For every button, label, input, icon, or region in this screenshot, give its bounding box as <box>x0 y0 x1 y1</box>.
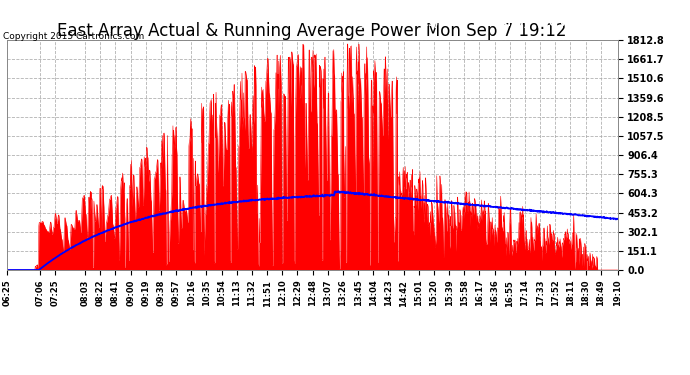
Text: East Array  (DC Watts): East Array (DC Watts) <box>473 18 596 28</box>
Text: Copyright 2015 Cartronics.com: Copyright 2015 Cartronics.com <box>3 32 145 41</box>
Text: Average  (DC Watts): Average (DC Watts) <box>326 18 438 28</box>
Title: East Array Actual & Running Average Power Mon Sep 7 19:12: East Array Actual & Running Average Powe… <box>57 22 567 40</box>
